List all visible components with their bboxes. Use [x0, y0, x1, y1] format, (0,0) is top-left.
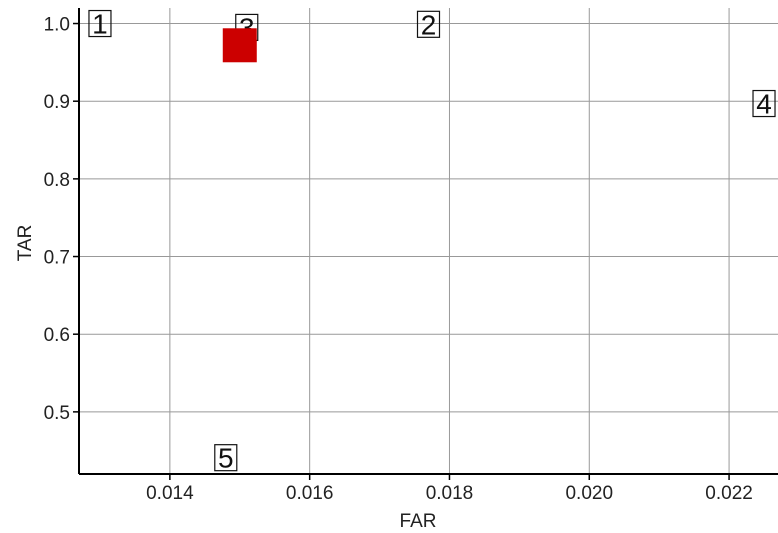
y-axis-title: TAR — [15, 225, 36, 262]
y-tick-label: 1.0 — [44, 15, 70, 36]
y-tick-label: 0.5 — [44, 403, 70, 424]
data-point: 2 — [416, 9, 441, 40]
point-label: 5 — [218, 443, 234, 474]
data-point: 1 — [88, 9, 112, 40]
y-tick-label: 0.9 — [44, 92, 70, 113]
x-tick-label: 0.022 — [705, 483, 753, 504]
highlight-layer — [222, 28, 257, 63]
y-tick-label: 0.8 — [44, 170, 70, 191]
data-point: 4 — [752, 89, 776, 120]
y-tick-label: 0.6 — [44, 325, 70, 346]
y-tick-label: 0.7 — [44, 248, 70, 269]
x-tick-label: 0.020 — [565, 483, 613, 504]
point-label: 1 — [92, 9, 108, 40]
point-label: 4 — [756, 89, 772, 120]
point-box — [752, 89, 776, 118]
tick-labels: 0.014 0.016 0.018 0.020 0.022 0.5 0.6 0.7 0.8 0.9… — [44, 15, 753, 504]
point-box — [88, 9, 112, 38]
axes — [73, 8, 778, 480]
x-tick-label: 0.014 — [146, 483, 194, 504]
highlight-marker — [222, 28, 257, 63]
grid-lines — [79, 8, 778, 474]
point-label: 2 — [421, 9, 437, 40]
x-tick-label: 0.018 — [426, 483, 474, 504]
point-box — [214, 444, 238, 472]
point-box — [416, 10, 441, 38]
x-axis-title: FAR — [400, 511, 437, 532]
data-point: 5 — [214, 443, 238, 474]
x-tick-label: 0.016 — [286, 483, 334, 504]
